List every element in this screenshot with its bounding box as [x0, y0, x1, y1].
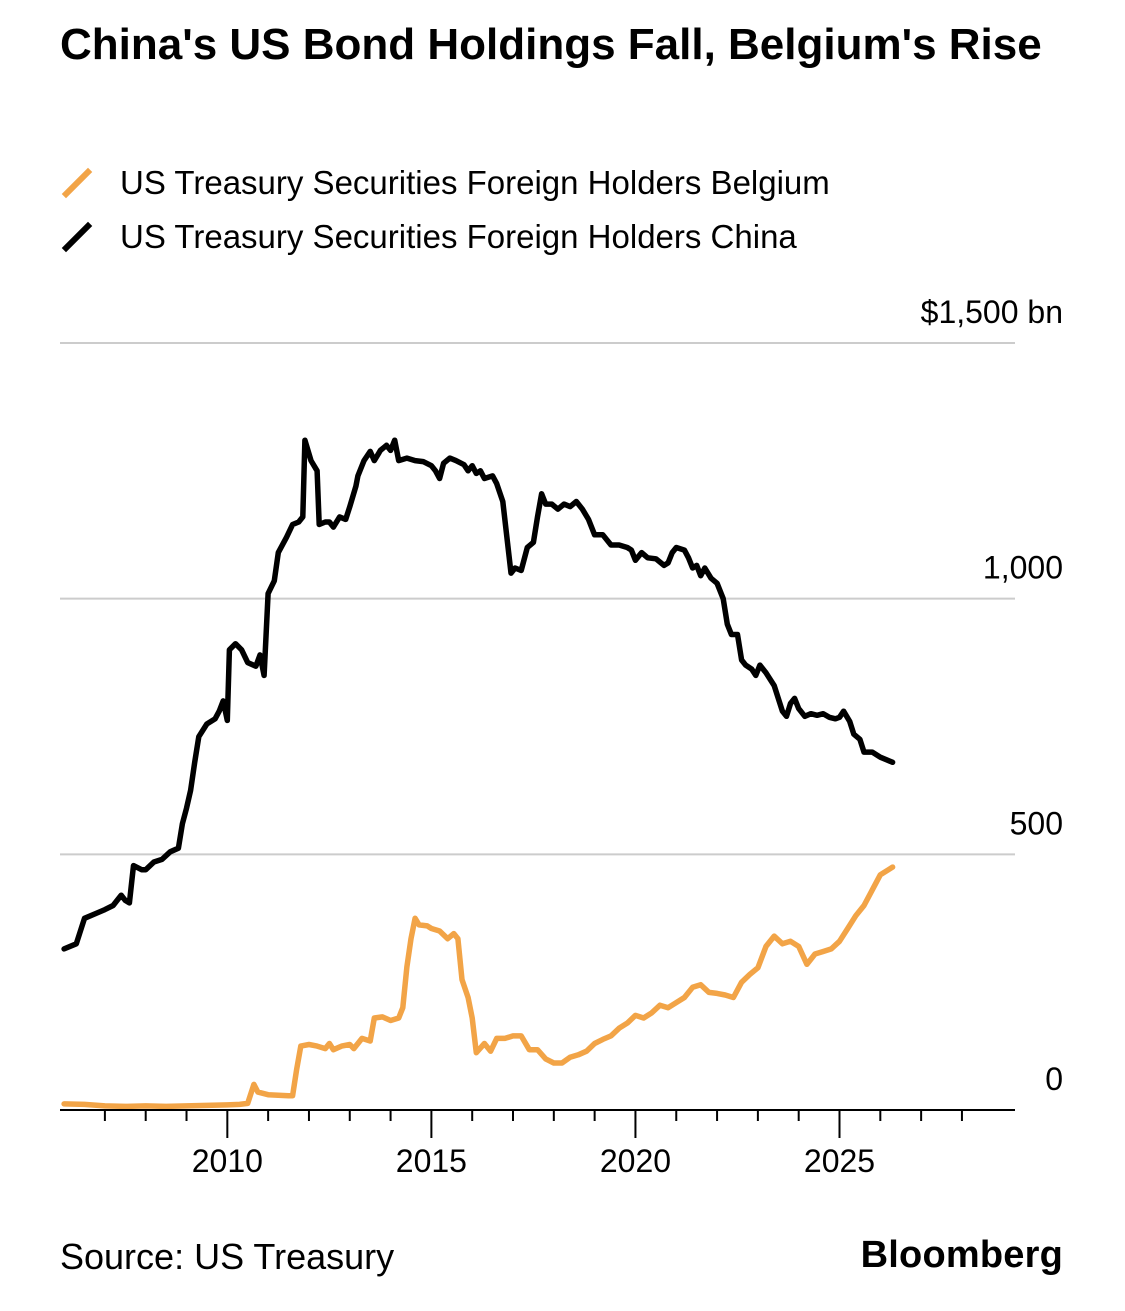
- legend-line-icon-china: [61, 221, 93, 253]
- legend-line-icon-belgium: [61, 167, 93, 199]
- y-tick-label-1500: $1,500 bn: [921, 294, 1063, 330]
- bloomberg-logo: Bloomberg: [860, 1234, 1063, 1276]
- series-lines: [61, 437, 896, 1110]
- y-axis-labels: 0 500 1,000 $1,500 bn: [921, 294, 1063, 1097]
- legend-item-belgium: US Treasury Securities Foreign Holders B…: [60, 156, 830, 210]
- legend-label-china: US Treasury Securities Foreign Holders C…: [120, 218, 797, 255]
- legend-item-china: US Treasury Securities Foreign Holders C…: [60, 210, 830, 264]
- y-tick-label-500: 500: [1010, 805, 1063, 841]
- legend-label-belgium: US Treasury Securities Foreign Holders B…: [120, 164, 830, 201]
- x-axis: 2010 2015 2020 2025: [60, 1109, 1015, 1179]
- legend-swatch-china: [61, 221, 93, 253]
- series-line-belgium: [61, 864, 896, 1110]
- x-tick-label-2025: 2025: [804, 1143, 875, 1179]
- y-tick-label-1000: 1,000: [983, 550, 1063, 586]
- legend-swatch-belgium: [61, 167, 93, 199]
- x-tick-label-2015: 2015: [396, 1143, 467, 1179]
- legend: US Treasury Securities Foreign Holders B…: [60, 156, 830, 264]
- gridlines: [60, 342, 1015, 856]
- source-note: Source: US Treasury: [60, 1236, 395, 1277]
- x-tick-label-2020: 2020: [600, 1143, 671, 1179]
- x-tick-label-2010: 2010: [192, 1143, 263, 1179]
- y-tick-label-0: 0: [1045, 1061, 1063, 1097]
- series-line-china: [61, 437, 896, 952]
- chart-title: China's US Bond Holdings Fall, Belgium's…: [60, 20, 1042, 69]
